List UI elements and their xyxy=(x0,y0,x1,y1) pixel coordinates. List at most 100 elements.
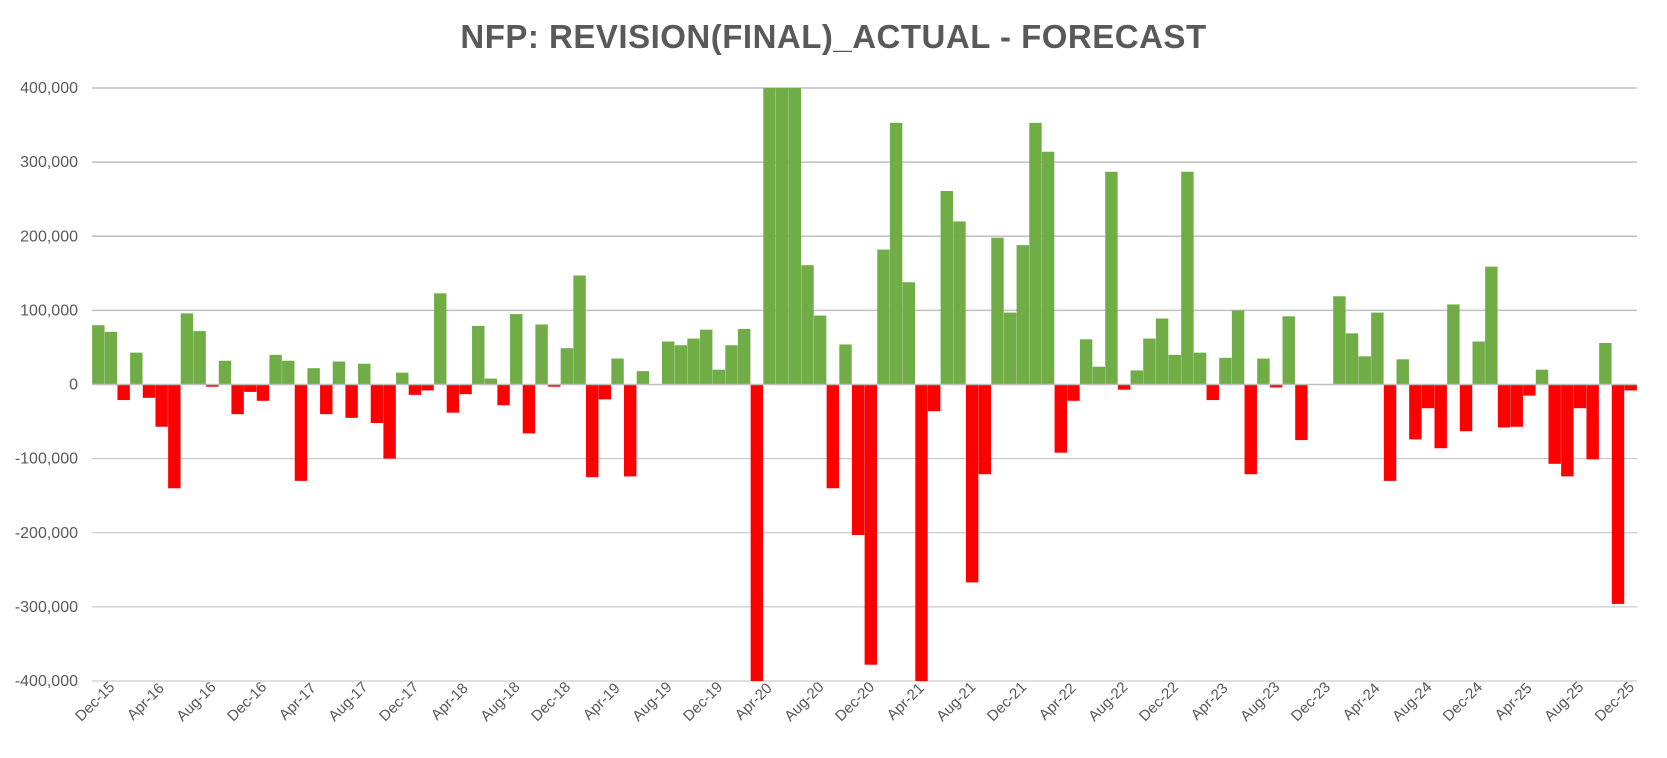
x-tick-label: Dec-19 xyxy=(680,679,726,725)
x-tick-label: Apr-21 xyxy=(884,680,928,724)
bar-negative xyxy=(965,384,979,583)
bar-positive xyxy=(1181,171,1194,385)
bar-positive xyxy=(1193,352,1207,385)
bar-positive xyxy=(218,360,232,385)
bar-negative xyxy=(522,384,536,434)
bar-negative xyxy=(446,384,460,413)
bar-negative xyxy=(383,384,396,459)
bar-positive xyxy=(358,363,371,385)
x-tick-label: Aug-22 xyxy=(1085,679,1131,725)
bar-positive xyxy=(801,265,814,385)
bar-positive xyxy=(725,345,738,385)
x-tick-label: Apr-20 xyxy=(732,680,776,724)
bar-negative xyxy=(370,384,384,424)
bar-negative xyxy=(624,384,637,477)
bar-negative xyxy=(345,384,358,418)
x-tick-label: Apr-22 xyxy=(1036,680,1080,724)
bar-negative xyxy=(750,384,764,681)
bar-positive xyxy=(991,237,1004,385)
bar-positive xyxy=(737,328,751,385)
x-tick-label: Dec-18 xyxy=(528,679,574,725)
bar-positive xyxy=(636,371,650,385)
bars xyxy=(92,88,1637,681)
bar-negative xyxy=(459,384,472,395)
x-tick-label: Dec-24 xyxy=(1440,679,1486,725)
bar-positive xyxy=(1282,316,1295,385)
bar-negative xyxy=(256,384,270,401)
bar-negative xyxy=(206,384,219,387)
bar-negative xyxy=(1117,384,1131,390)
bar-positive xyxy=(662,341,675,385)
bar-positive xyxy=(573,275,586,385)
bar-negative xyxy=(1624,384,1637,391)
bar-positive xyxy=(1168,354,1181,385)
bar-negative xyxy=(1269,384,1283,388)
y-tick-label: 0 xyxy=(69,377,78,394)
bar-negative xyxy=(1067,384,1080,401)
bar-positive xyxy=(92,325,105,385)
y-tick-label: 100,000 xyxy=(20,302,78,319)
bar-positive xyxy=(1599,342,1612,385)
bar-negative xyxy=(1548,384,1561,464)
x-tick-label: Dec-21 xyxy=(984,679,1030,725)
bar-negative xyxy=(142,384,156,398)
x-tick-label: Apr-25 xyxy=(1492,680,1536,724)
bar-positive xyxy=(282,360,295,385)
bar-negative xyxy=(231,384,244,415)
x-axis-ticks: Dec-15 Apr-16 Aug-16 Dec-16 Apr-17 Aug-17 Dec-… xyxy=(72,679,1638,725)
bar-negative xyxy=(1244,384,1257,475)
x-tick-label: Dec-25 xyxy=(1592,679,1638,725)
bar-negative xyxy=(915,384,928,681)
bar-positive xyxy=(1016,245,1030,385)
bar-negative xyxy=(1611,384,1625,604)
bar-positive xyxy=(1029,122,1042,385)
bar-negative xyxy=(408,384,422,395)
bar-negative xyxy=(117,384,130,401)
bar-negative xyxy=(1510,384,1523,427)
bar-negative xyxy=(168,384,181,489)
bar-positive xyxy=(1041,151,1055,385)
bar-positive xyxy=(193,331,206,385)
x-tick-label: Dec-23 xyxy=(1288,679,1334,725)
bar-negative xyxy=(548,384,561,387)
bar-negative xyxy=(1459,384,1473,432)
bar-positive xyxy=(1105,171,1118,385)
bar-positive xyxy=(510,314,523,385)
bar-negative xyxy=(586,384,599,478)
bar-positive xyxy=(1003,312,1017,385)
bar-positive xyxy=(180,313,194,385)
bar-negative xyxy=(978,384,992,475)
x-tick-label: Aug-24 xyxy=(1389,679,1435,725)
bar-negative xyxy=(1295,384,1308,441)
x-tick-label: Dec-15 xyxy=(72,679,118,725)
bar-positive xyxy=(535,324,548,385)
bar-positive xyxy=(1155,318,1169,385)
x-tick-label: Dec-17 xyxy=(376,679,422,725)
bar-positive xyxy=(472,325,485,385)
bar-positive xyxy=(1535,369,1549,385)
x-tick-label: Apr-17 xyxy=(276,680,320,724)
bar-negative xyxy=(155,384,168,427)
bar-positive xyxy=(1358,356,1371,385)
bar-positive xyxy=(1485,266,1498,385)
bar-positive xyxy=(712,369,726,385)
bar-negative xyxy=(1383,384,1397,481)
x-tick-label: Apr-23 xyxy=(1188,680,1232,724)
bar-positive xyxy=(813,315,827,385)
bar-positive xyxy=(1231,310,1245,385)
bar-positive xyxy=(104,331,118,385)
x-tick-label: Dec-16 xyxy=(224,679,270,725)
bar-positive xyxy=(560,348,574,385)
bar-positive xyxy=(788,88,802,385)
bar-positive xyxy=(940,191,954,385)
bar-positive xyxy=(130,352,143,385)
bar-negative xyxy=(1523,384,1536,396)
bar-positive xyxy=(877,249,890,385)
bar-positive xyxy=(1219,357,1232,385)
bar-positive xyxy=(953,221,966,385)
x-tick-label: Apr-18 xyxy=(428,680,472,724)
y-axis-ticks: 400,000 300,000 200,000 100,000 0 -100,000 -20… xyxy=(15,80,78,690)
bar-negative xyxy=(1497,384,1511,428)
